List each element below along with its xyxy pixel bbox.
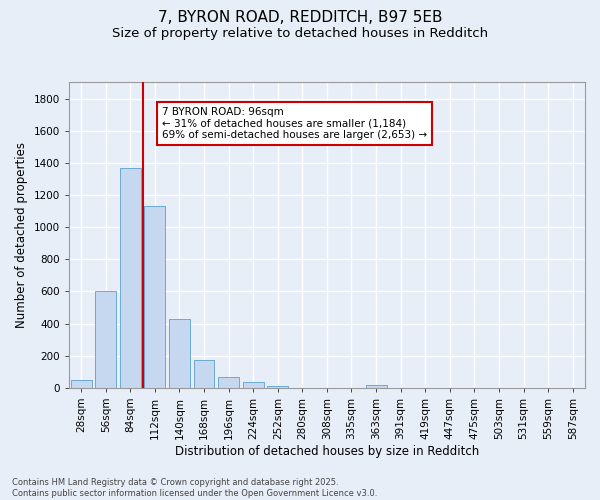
Bar [365, 384, 386, 388]
Text: Contains HM Land Registry data © Crown copyright and database right 2025.
Contai: Contains HM Land Registry data © Crown c… [12, 478, 377, 498]
X-axis label: Distribution of detached houses by size in Redditch: Distribution of detached houses by size … [175, 444, 479, 458]
Bar [194, 360, 214, 388]
Bar [218, 378, 239, 388]
Bar [95, 290, 116, 388]
Bar [71, 380, 92, 388]
Bar [268, 386, 288, 388]
Text: Size of property relative to detached houses in Redditch: Size of property relative to detached ho… [112, 28, 488, 40]
Text: 7 BYRON ROAD: 96sqm
← 31% of detached houses are smaller (1,184)
69% of semi-det: 7 BYRON ROAD: 96sqm ← 31% of detached ho… [162, 107, 427, 140]
Y-axis label: Number of detached properties: Number of detached properties [15, 142, 28, 328]
Bar [169, 318, 190, 388]
Bar [145, 206, 166, 388]
Bar [243, 382, 263, 388]
Text: 7, BYRON ROAD, REDDITCH, B97 5EB: 7, BYRON ROAD, REDDITCH, B97 5EB [158, 10, 442, 25]
Bar [120, 168, 141, 388]
